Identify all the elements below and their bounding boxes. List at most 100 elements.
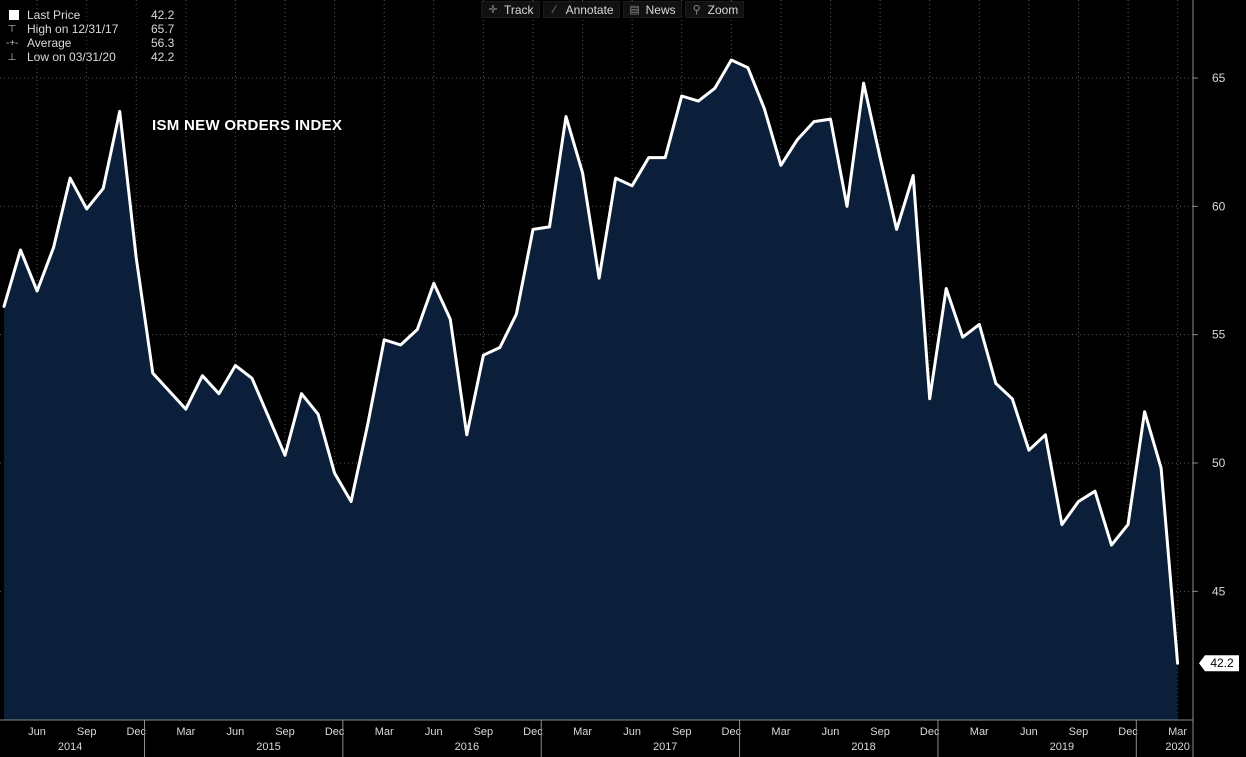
data-point xyxy=(200,374,204,378)
x-tick-label: Mar xyxy=(375,726,394,738)
high-marker-icon: ⊤ xyxy=(7,24,17,35)
legend-label: High on 12/31/17 xyxy=(27,22,119,36)
x-tick-label: Dec xyxy=(325,726,345,738)
x-year-label: 2018 xyxy=(851,741,875,753)
tag-layer: 42.2 xyxy=(1199,655,1239,672)
x-tick-label: Sep xyxy=(1069,726,1089,738)
track-label: Track xyxy=(504,2,534,17)
data-point xyxy=(977,322,981,326)
x-tick-label: Jun xyxy=(28,726,46,738)
data-point xyxy=(2,304,6,308)
legend-value: 65.7 xyxy=(151,22,175,36)
data-point xyxy=(217,392,221,396)
x-tick-label: Jun xyxy=(623,726,641,738)
square-marker-icon xyxy=(9,10,19,20)
data-point xyxy=(1126,523,1130,527)
data-point xyxy=(333,471,337,475)
legend-label: Last Price xyxy=(27,8,81,22)
data-point xyxy=(812,120,816,124)
legend-item-high[interactable]: ⊤ High on 12/31/17 65.7 xyxy=(6,22,180,36)
data-point xyxy=(845,204,849,208)
legend-item-average[interactable]: -+- Average 56.3 xyxy=(6,36,180,50)
data-point xyxy=(382,338,386,342)
low-marker-icon: ⊥ xyxy=(7,52,17,63)
data-point xyxy=(862,81,866,85)
y-tick-label: 60 xyxy=(1212,199,1226,213)
data-point xyxy=(167,389,171,393)
x-year-label: 2020 xyxy=(1165,741,1189,753)
news-button[interactable]: ▤ News xyxy=(622,1,682,18)
x-tick-label: Sep xyxy=(474,726,494,738)
x-year-label: 2015 xyxy=(256,741,280,753)
data-point xyxy=(1043,433,1047,437)
data-point xyxy=(581,171,585,175)
legend-item-last-price[interactable]: Last Price 42.2 xyxy=(6,8,180,22)
data-point xyxy=(1027,448,1031,452)
chart-toolbar: ✛ Track ∕ Annotate ▤ News ⚲ Zoom xyxy=(481,1,745,18)
data-point xyxy=(928,397,932,401)
data-point xyxy=(564,115,568,119)
data-point xyxy=(151,371,155,375)
data-point xyxy=(680,94,684,98)
data-point xyxy=(1060,523,1064,527)
data-point xyxy=(696,99,700,103)
y-tick-label: 55 xyxy=(1212,328,1226,342)
data-point xyxy=(762,107,766,111)
x-tick-label: Jun xyxy=(227,726,245,738)
data-point xyxy=(134,256,138,260)
data-point xyxy=(1077,500,1081,504)
data-point xyxy=(597,276,601,280)
x-tick-label: Sep xyxy=(275,726,295,738)
x-tick-label: Mar xyxy=(176,726,195,738)
zoom-button[interactable]: ⚲ Zoom xyxy=(684,1,745,18)
pencil-icon: ∕ xyxy=(553,3,556,16)
x-year-label: 2017 xyxy=(653,741,677,753)
data-point xyxy=(52,245,56,249)
x-year-label: 2014 xyxy=(58,741,82,753)
data-point xyxy=(944,287,948,291)
data-point xyxy=(531,227,535,231)
data-point xyxy=(1159,466,1163,470)
data-point xyxy=(795,138,799,142)
data-point xyxy=(399,343,403,347)
chart-title: ISM NEW ORDERS INDEX xyxy=(152,117,343,134)
last-price-tag-label: 42.2 xyxy=(1210,656,1234,670)
crosshair-icon: ✛ xyxy=(488,4,498,16)
legend: Last Price 42.2 ⊤ High on 12/31/17 65.7 … xyxy=(6,8,180,68)
x-tick-label: Mar xyxy=(771,726,790,738)
data-point xyxy=(514,312,518,316)
last-price-tag: 42.2 xyxy=(1199,655,1239,672)
data-point xyxy=(746,66,750,70)
data-point xyxy=(233,364,237,368)
data-point xyxy=(878,156,882,160)
x-tick-label: Mar xyxy=(970,726,989,738)
data-point xyxy=(1176,661,1180,665)
data-point xyxy=(283,453,287,457)
news-icon: ▤ xyxy=(629,4,640,16)
annotate-label: Annotate xyxy=(565,2,614,17)
news-label: News xyxy=(645,2,676,17)
legend-item-low[interactable]: ⊥ Low on 03/31/20 42.2 xyxy=(6,50,180,64)
y-tick-label: 65 xyxy=(1212,71,1226,85)
x-year-label: 2016 xyxy=(455,741,479,753)
legend-value: 42.2 xyxy=(151,50,175,64)
data-point xyxy=(614,176,618,180)
data-point xyxy=(498,346,502,350)
data-point xyxy=(647,156,651,160)
data-point xyxy=(316,412,320,416)
data-point xyxy=(85,207,89,211)
data-point xyxy=(101,186,105,190)
x-tick-label: Sep xyxy=(870,726,890,738)
track-button[interactable]: ✛ Track xyxy=(481,1,540,18)
series-area xyxy=(4,60,1178,720)
series-line xyxy=(2,58,1180,665)
annotate-button[interactable]: ∕ Annotate xyxy=(542,1,620,18)
data-point xyxy=(35,289,39,293)
average-marker-icon: -+- xyxy=(6,38,19,49)
x-tick-label: Dec xyxy=(126,726,146,738)
data-point xyxy=(349,500,353,504)
data-point xyxy=(19,248,23,252)
x-tick-label: Jun xyxy=(1020,726,1038,738)
